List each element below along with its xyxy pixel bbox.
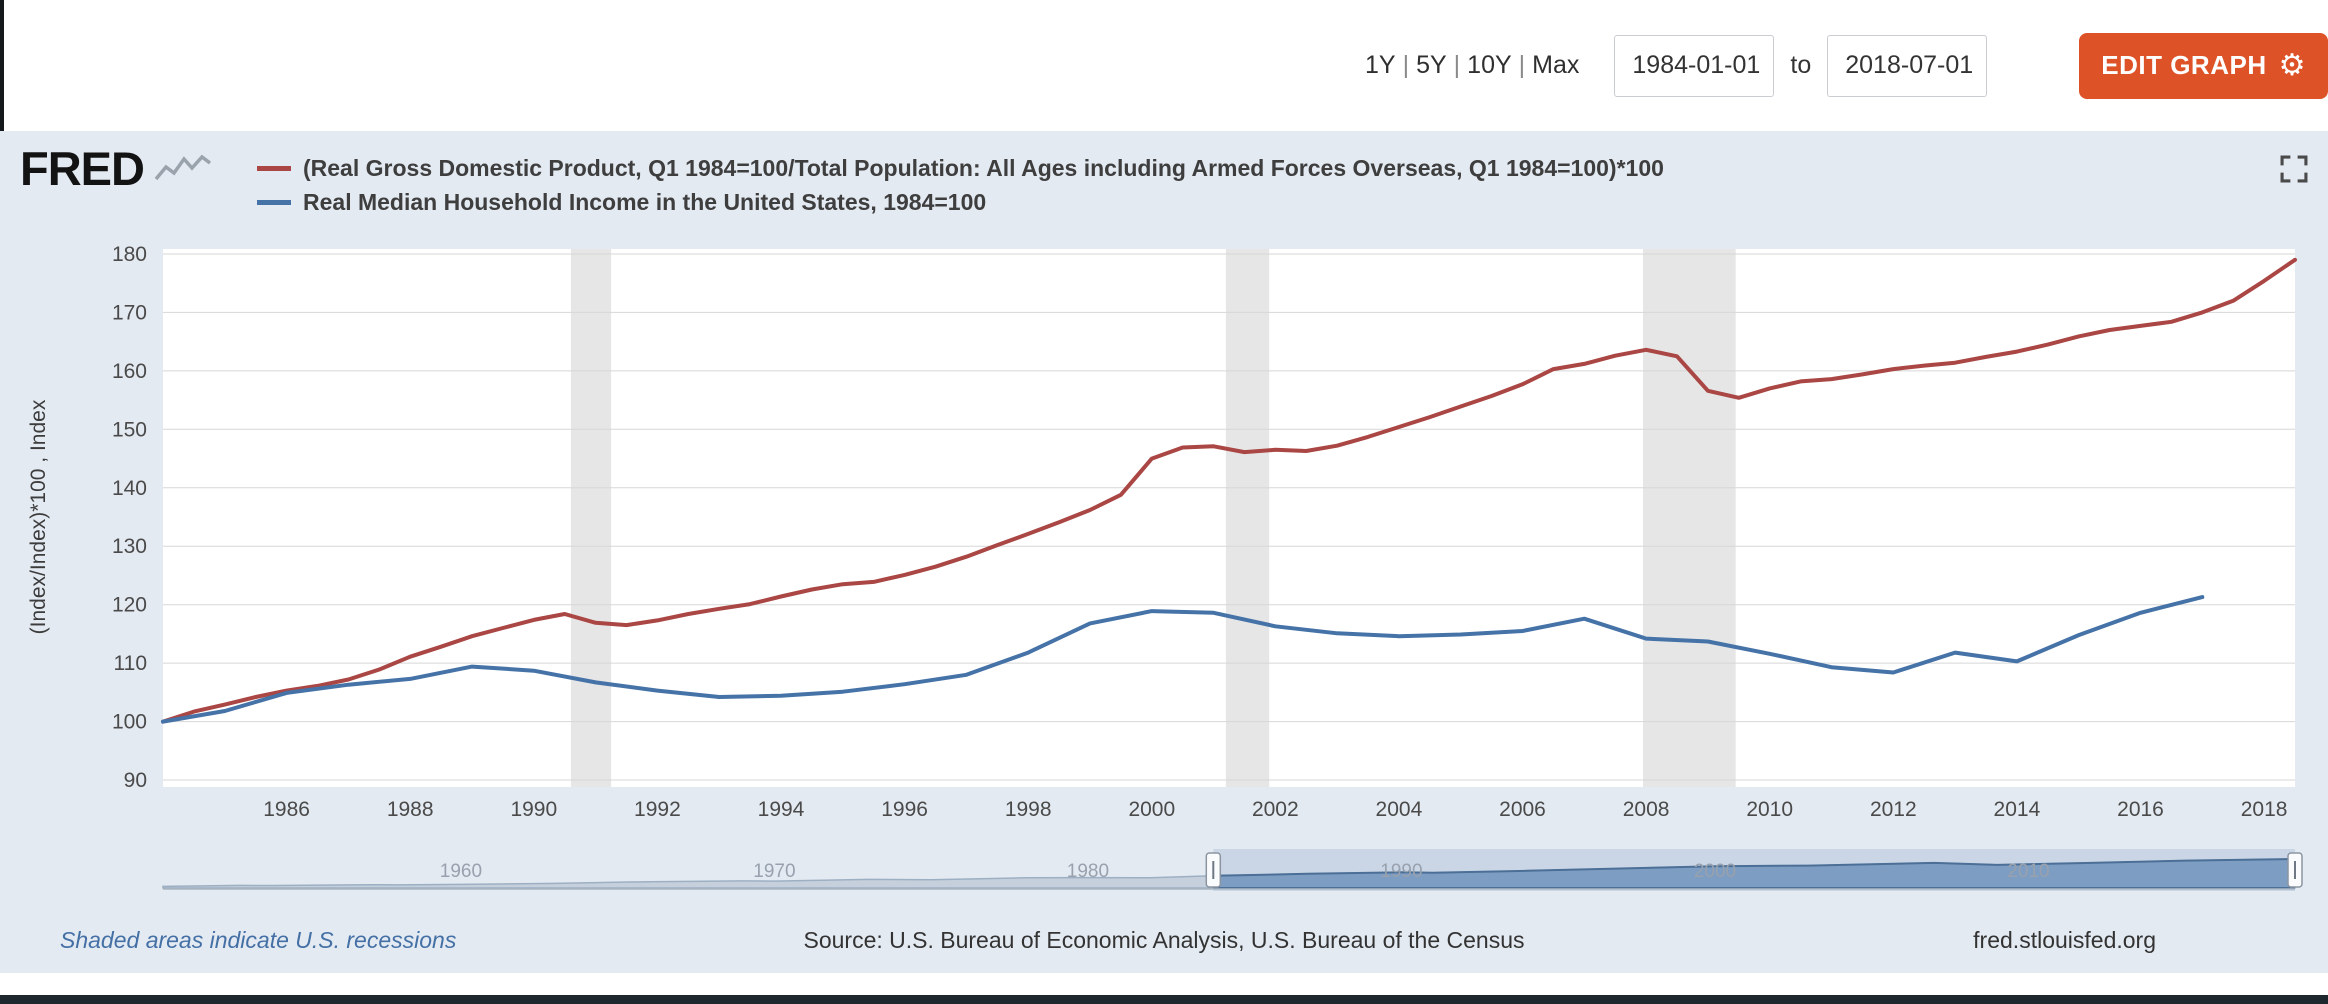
graph-panel: 90 100 110 120 130 140 150 160 170 180 1986 1988 199… <box>0 131 2328 973</box>
x-tick-label: 2000 <box>1128 798 1175 821</box>
x-tick-label: 1986 <box>263 798 310 821</box>
overview-year-label: 2010 <box>2007 861 2049 882</box>
date-range-to-label: to <box>1790 51 1812 79</box>
range-option-1y[interactable]: 1Y <box>1364 51 1396 79</box>
x-tick-label: 2018 <box>2241 798 2288 821</box>
x-tick-label: 1992 <box>634 798 681 821</box>
x-tick-label: 1990 <box>510 798 557 821</box>
fred-site-link[interactable]: fred.stlouisfed.org <box>1973 927 2156 953</box>
x-tick-label: 2008 <box>1623 798 1670 821</box>
x-tick-label: 2014 <box>1994 798 2041 821</box>
y-tick-label: 130 <box>112 535 147 558</box>
recessions-note-link[interactable]: Shaded areas indicate U.S. recessions <box>60 927 457 953</box>
edit-graph-label: EDIT GRAPH <box>2101 50 2267 80</box>
bottom-dark-strip <box>0 995 2328 1004</box>
overview-year-label: 1960 <box>440 861 482 882</box>
y-tick-label: 110 <box>114 652 147 675</box>
source-text: Source: U.S. Bureau of Economic Analysis… <box>803 927 1525 953</box>
toolbar-controls: 1Y|5Y|10Y|Max to EDIT GRAPH ⚙ <box>1358 0 2328 131</box>
x-tick-label: 2012 <box>1870 798 1917 821</box>
x-tick-label: 1988 <box>387 798 434 821</box>
y-tick-label: 160 <box>112 360 147 383</box>
y-tick-label: 180 <box>112 243 147 266</box>
recession-band <box>570 249 612 787</box>
top-toolbar: 1Y|5Y|10Y|Max to EDIT GRAPH ⚙ <box>0 0 2328 131</box>
chart-footer: Shaded areas indicate U.S. recessions So… <box>0 923 2328 963</box>
series-line-1[interactable] <box>161 595 2205 724</box>
y-tick-label: 170 <box>112 301 147 324</box>
date-end-input[interactable] <box>1827 34 1988 97</box>
edit-graph-button[interactable]: EDIT GRAPH ⚙ <box>2079 32 2328 99</box>
y-tick-label: 100 <box>112 711 147 734</box>
overview-year-label: 1990 <box>1380 861 1422 882</box>
y-tick-label: 90 <box>124 769 147 792</box>
y-axis-label: (Index/Index)*100 , Index <box>27 399 50 634</box>
overview-year-label: 1980 <box>1067 861 1109 882</box>
range-separator: | <box>1453 51 1461 79</box>
range-separator: | <box>1402 51 1410 79</box>
legend-label: (Real Gross Domestic Product, Q1 1984=10… <box>303 154 1664 181</box>
x-tick-label: 1998 <box>1005 798 1052 821</box>
legend-swatch-red-line <box>257 165 291 171</box>
zoom-range-links: 1Y | 5Y | 10Y | Max <box>1358 51 1586 80</box>
legend-item-gdp-per-capita[interactable]: (Real Gross Domestic Product, Q1 1984=10… <box>257 151 1664 185</box>
range-separator: | <box>1518 51 1526 79</box>
x-tick-label: 2004 <box>1376 798 1423 821</box>
range-option-max[interactable]: Max <box>1532 51 1580 79</box>
x-tick-label: 2016 <box>2117 798 2164 821</box>
overview-year-label: 1970 <box>753 861 795 882</box>
legend-label: Real Median Household Income in the Unit… <box>303 188 987 215</box>
y-tick-label: 150 <box>112 418 147 441</box>
x-tick-label: 2002 <box>1252 798 1299 821</box>
date-start-input[interactable] <box>1614 34 1775 97</box>
range-option-10y[interactable]: 10Y <box>1467 51 1512 79</box>
series-line-0[interactable] <box>161 257 2297 724</box>
legend-item-median-income[interactable]: Real Median Household Income in the Unit… <box>257 185 1664 219</box>
y-tick-label: 140 <box>112 477 147 500</box>
recession-band <box>1643 249 1736 787</box>
y-tick-label: 120 <box>112 594 147 617</box>
left-edge-mark <box>0 0 4 131</box>
gear-icon: ⚙ <box>2278 47 2306 83</box>
x-tick-label: 1996 <box>881 798 928 821</box>
fred-logo-chart-icon <box>154 154 212 180</box>
fred-logo[interactable]: FRED <box>20 141 212 196</box>
range-option-5y[interactable]: 5Y <box>1416 51 1447 79</box>
bottom-white-strip <box>0 973 2328 995</box>
fred-logo-text: FRED <box>20 142 145 195</box>
x-tick-label: 2006 <box>1499 798 1546 821</box>
fullscreen-icon[interactable] <box>2280 155 2308 183</box>
chart-legend: (Real Gross Domestic Product, Q1 1984=10… <box>257 151 1664 219</box>
overview-year-label: 2000 <box>1694 861 1736 882</box>
legend-swatch-blue-line <box>257 199 291 205</box>
overview-area-selected <box>1213 857 2295 889</box>
recession-band <box>1225 249 1270 787</box>
graph-svg[interactable]: 90 100 110 120 130 140 150 160 170 180 1986 1988 199… <box>0 131 2328 973</box>
x-tick-label: 1994 <box>758 798 805 821</box>
x-tick-label: 2010 <box>1746 798 1793 821</box>
